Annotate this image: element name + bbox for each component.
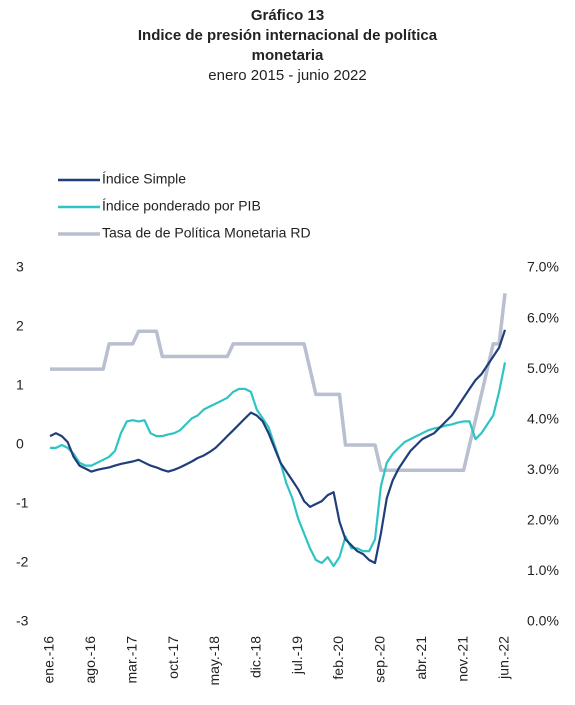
- y2-tick-label: 5.0%: [527, 360, 559, 376]
- y-tick-label: -3: [16, 613, 29, 629]
- y2-tick-label: 4.0%: [527, 410, 559, 426]
- legend-label: Tasa de de Política Monetaria RD: [102, 225, 311, 241]
- legend-label: Índice ponderado por PIB: [102, 198, 261, 214]
- y2-tick-label: 6.0%: [527, 309, 559, 325]
- y-tick-label: 2: [16, 318, 24, 334]
- x-tick-label: dic.-18: [248, 636, 264, 678]
- x-tick-label: nov.-21: [454, 636, 470, 682]
- y-tick-label: 0: [16, 436, 24, 452]
- x-tick-label: mar.-17: [123, 636, 139, 684]
- x-tick-label: ago.-16: [82, 636, 98, 684]
- x-tick-label: oct.-17: [165, 636, 181, 679]
- x-tick-label: ene.-16: [41, 636, 57, 684]
- y-tick-label: -2: [16, 554, 29, 570]
- x-tick-label: may.-18: [206, 636, 222, 686]
- y2-tick-label: 2.0%: [527, 512, 559, 528]
- y2-tick-label: 0.0%: [527, 613, 559, 629]
- y-tick-label: -1: [16, 495, 29, 511]
- x-tick-label: feb.-20: [330, 636, 346, 680]
- y2-tick-label: 3.0%: [527, 461, 559, 477]
- x-tick-label: sep.-20: [372, 636, 388, 683]
- x-tick-label: abr.-21: [413, 636, 429, 680]
- chart-subtitle: enero 2015 - junio 2022: [208, 67, 367, 84]
- y2-tick-label: 7.0%: [527, 259, 559, 275]
- chart-title: Indice de presión internacional de polít…: [137, 27, 438, 64]
- series-line: [49, 329, 507, 565]
- series-line: [50, 293, 507, 473]
- y-tick-label: 3: [16, 259, 24, 275]
- header: Gráfico 13 Indice de presión internacion…: [0, 6, 575, 86]
- legend-label: Índice Simple: [102, 171, 186, 187]
- y2-tick-label: 1.0%: [527, 562, 559, 578]
- x-tick-label: jun.-22: [496, 636, 512, 680]
- figure-label: Gráfico 13: [250, 7, 325, 24]
- y-tick-label: 1: [16, 377, 24, 393]
- x-tick-label: jul.-19: [289, 636, 305, 675]
